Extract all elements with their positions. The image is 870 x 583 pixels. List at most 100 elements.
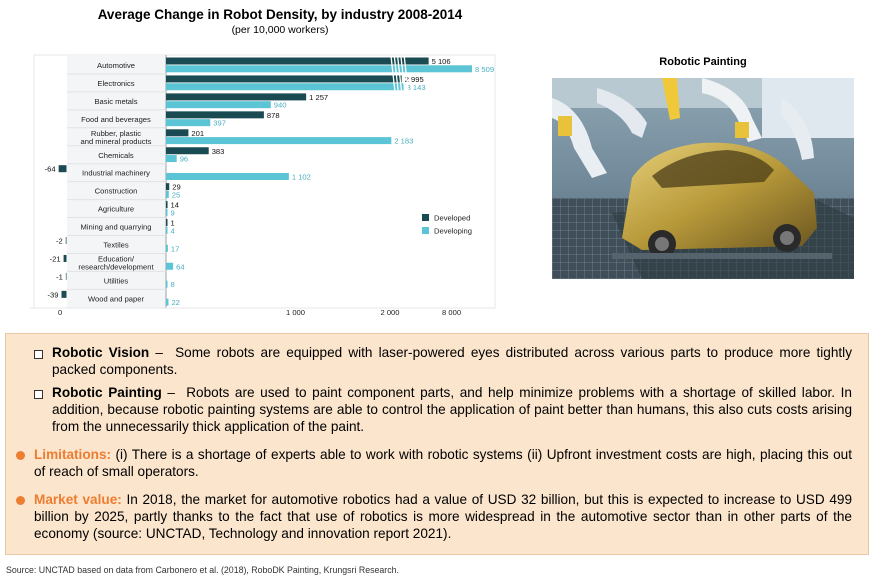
bullet-separator: – <box>161 385 187 400</box>
data-label-developed: 1 257 <box>309 93 328 102</box>
bar-developed <box>166 183 170 191</box>
bullet-market-value: Market value: In 2018, the market for au… <box>34 491 852 542</box>
bar-developed <box>166 201 168 209</box>
bar-developed <box>166 111 264 119</box>
data-label-developed: 14 <box>171 201 179 210</box>
category-label: Automotive <box>97 61 135 70</box>
axis-break-stroke <box>400 55 406 93</box>
chart-title: Average Change in Robot Density, by indu… <box>97 7 463 22</box>
data-label-developed: 29 <box>172 183 180 192</box>
description-panel: Robotic Vision – Some robots are equippe… <box>5 333 869 555</box>
square-bullet-icon <box>34 390 43 399</box>
bar-developing <box>166 155 177 163</box>
bar-developing <box>166 65 473 73</box>
bar-developing <box>166 226 168 234</box>
square-bullet-icon <box>34 350 43 359</box>
legend-label: Developing <box>434 227 472 236</box>
x-tick-label: 1 000 <box>286 308 305 317</box>
bar-developed <box>166 57 429 65</box>
axis-break-stroke <box>396 55 403 93</box>
bar-developed <box>166 75 402 83</box>
bullet-limitations: Limitations: (i) There is a shortage of … <box>34 446 852 480</box>
bullet-heading: Limitations: <box>34 447 112 462</box>
data-label-developing: 8 <box>171 280 175 289</box>
bar-developing <box>166 101 271 109</box>
category-label: Industrial machinery <box>82 169 150 178</box>
data-label-developed: 878 <box>267 111 280 120</box>
category-label: Chemicals <box>98 151 134 160</box>
data-label-developing: 8 509 <box>475 65 494 74</box>
data-label-developing: 64 <box>176 262 184 271</box>
data-label-developed: -1 <box>56 272 63 281</box>
bullet-heading: Robotic Painting <box>52 385 162 400</box>
category-label: Mining and quarrying <box>81 223 152 232</box>
data-label-developing: 25 <box>172 190 180 199</box>
data-label-developing: 1 102 <box>292 173 311 182</box>
legend-swatch <box>422 214 429 221</box>
category-label: Wood and paper <box>88 294 144 303</box>
data-label-developing: 2 183 <box>394 137 413 146</box>
category-label: Construction <box>95 187 138 196</box>
bar-developed <box>58 165 67 173</box>
chart-subtitle: (per 10,000 workers) <box>231 24 329 36</box>
photo-title: Robotic Painting <box>659 56 747 68</box>
data-label-developing: 3 143 <box>407 83 426 92</box>
bar-developing <box>166 190 169 198</box>
data-label-developed: -39 <box>48 290 59 299</box>
data-label-developing: 9 <box>171 208 175 217</box>
data-label-developed: -64 <box>45 165 56 174</box>
data-label-developing: 17 <box>171 244 179 253</box>
bar-developed <box>166 129 189 137</box>
category-label: Rubber, plastic and mineral products <box>81 129 152 146</box>
data-label-developed: 383 <box>212 147 225 156</box>
category-label: Utilities <box>104 276 129 285</box>
bar-developed <box>166 147 209 155</box>
category-label: Agriculture <box>98 205 134 214</box>
bullet-text: (i) There is a shortage of experts able … <box>34 447 852 479</box>
data-label-developing: 4 <box>171 226 175 235</box>
x-tick-label: 8 000 <box>442 308 461 317</box>
category-label: Education/research/development <box>78 254 154 271</box>
legend-label: Developed <box>434 214 470 223</box>
bar-developing <box>166 262 174 270</box>
x-tick-label: 0 <box>58 308 62 317</box>
data-label-developed: 1 <box>171 219 175 228</box>
bar-developing <box>166 208 168 216</box>
bar-developed <box>63 254 67 262</box>
bar-developing <box>166 280 168 288</box>
category-label: Electronics <box>97 79 134 88</box>
category-label: Food and beverages <box>81 115 151 124</box>
legend-swatch <box>422 227 429 234</box>
bar-developing <box>166 83 404 91</box>
bar-developing <box>166 119 211 127</box>
bar-developing <box>166 298 169 306</box>
data-label-developed: -2 <box>56 237 63 246</box>
bar-developed <box>166 93 307 101</box>
data-label-developing: 22 <box>171 298 179 307</box>
bar-developing <box>166 137 392 145</box>
bar-developing <box>166 244 168 252</box>
data-label-developed: 5 106 <box>432 57 451 66</box>
source-note: Source: UNCTAD based on data from Carbon… <box>6 565 399 575</box>
bar-developing <box>166 173 289 180</box>
data-label-developed: 2 995 <box>405 75 424 84</box>
axis-break-marker <box>390 55 409 93</box>
bullet-separator: – <box>149 345 176 360</box>
bullet-heading: Market value: <box>34 492 122 507</box>
robotic-painting-photo <box>552 78 854 279</box>
axis-break-stroke <box>393 55 399 93</box>
axis-break-stroke <box>390 55 396 93</box>
bullet-text: Some robots are equipped with laser-powe… <box>52 345 852 377</box>
category-label: Textiles <box>103 241 129 250</box>
dot-bullet-icon <box>16 451 25 460</box>
data-label-developing: 397 <box>213 119 226 128</box>
bar-developed <box>166 219 168 227</box>
bar-developed <box>65 237 67 244</box>
bullet-robotic-painting: Robotic Painting – Robots are used to pa… <box>52 384 852 435</box>
bullet-text: Robots are used to paint component parts… <box>52 385 852 434</box>
data-label-developed: -21 <box>50 254 61 263</box>
dot-bullet-icon <box>16 496 25 505</box>
bullet-robotic-vision: Robotic Vision – Some robots are equippe… <box>52 344 852 378</box>
axis-break-stroke <box>403 55 409 93</box>
